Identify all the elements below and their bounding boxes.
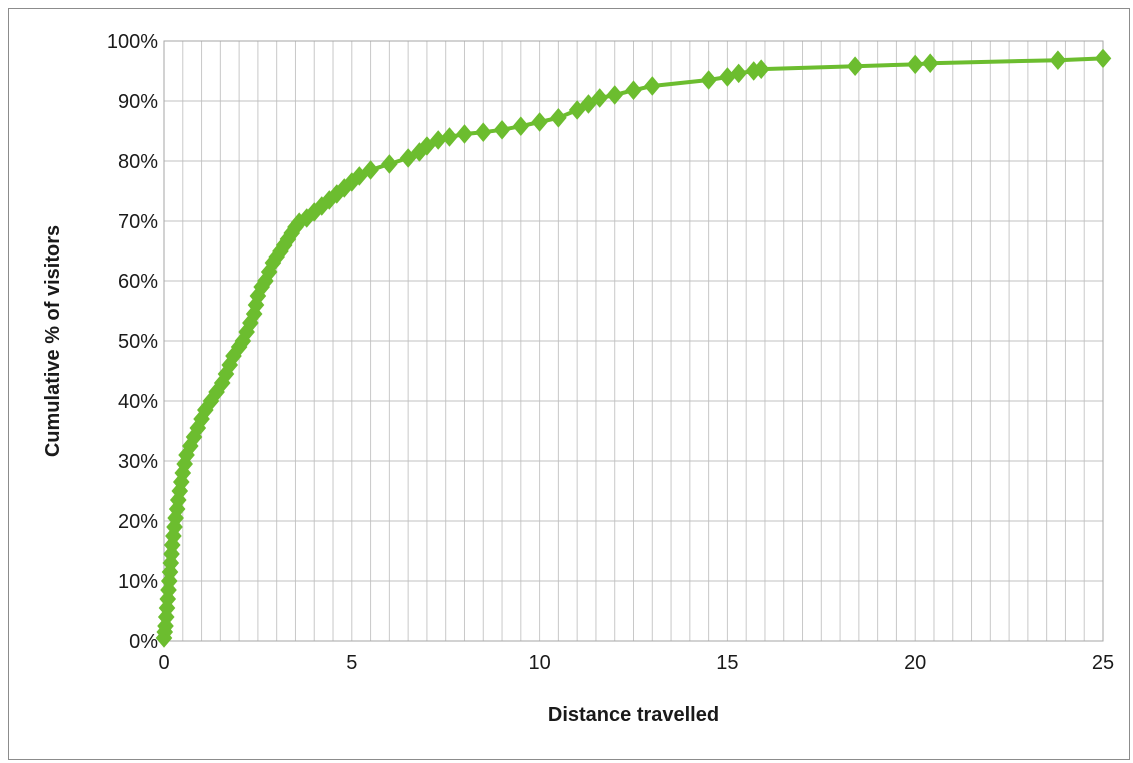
data-point-marker: [493, 120, 511, 140]
data-point-marker: [362, 160, 379, 180]
x-axis-title: Distance travelled: [548, 704, 719, 726]
data-point-marker: [162, 553, 180, 573]
data-point-marker: [700, 70, 717, 90]
data-point-marker: [921, 53, 939, 73]
data-point-marker: [399, 148, 417, 168]
data-point-marker: [752, 59, 770, 79]
data-point-marker: [167, 508, 184, 528]
y-axis-title: Cumulative % of visitors: [42, 225, 64, 457]
data-point-marker: [591, 88, 609, 108]
data-point-marker: [730, 63, 747, 84]
chart-frame: 0 5 10 15 20 25 0% 10% 20% 30% 40% 50% 60% 70% 80% 90% 1…: [8, 8, 1130, 760]
data-point-marker: [1049, 50, 1067, 70]
x-tick-label: 15: [716, 652, 738, 674]
data-point-marker: [169, 490, 187, 510]
data-point-marker: [846, 56, 864, 76]
y-tick-label: 20%: [118, 511, 158, 533]
cumulative-distance-chart: 0 5 10 15 20 25 0% 10% 20% 30% 40% 50% 60% 70% 80% 90% 1…: [42, 31, 1114, 726]
y-tick-label: 60%: [118, 271, 158, 293]
y-tick-label: 40%: [118, 391, 158, 413]
data-point-marker: [381, 154, 398, 174]
data-point-marker: [625, 80, 642, 100]
data-point-marker: [172, 472, 190, 492]
y-tick-label: 0%: [129, 631, 158, 653]
data-point-marker: [161, 562, 179, 582]
y-tick-label: 30%: [118, 451, 158, 473]
gridlines: [163, 40, 1104, 642]
data-point-marker: [163, 544, 180, 564]
y-tick-label: 90%: [118, 91, 158, 113]
data-point-marker: [456, 124, 473, 144]
x-tick-label: 10: [528, 652, 550, 674]
x-tick-label: 20: [904, 652, 926, 674]
y-tick-label: 80%: [118, 151, 158, 173]
data-point-marker: [157, 607, 175, 627]
data-point-marker: [906, 54, 924, 75]
data-point-marker: [158, 598, 176, 618]
data-point-marker: [531, 112, 548, 132]
data-point-marker: [606, 85, 624, 105]
data-point-marker: [643, 76, 661, 96]
data-point-marker: [441, 127, 458, 147]
y-tick-label: 70%: [118, 211, 158, 233]
plot-area-border: [163, 40, 1104, 642]
data-point-marker: [550, 108, 567, 128]
tick-labels: 0 5 10 15 20 25 0% 10% 20% 30% 40% 50% 60% 70% 80% 90% 1…: [107, 31, 1114, 674]
data-point-marker: [166, 517, 183, 537]
data-point-marker: [512, 116, 530, 136]
data-point-marker: [580, 94, 597, 114]
y-tick-label: 100%: [107, 31, 158, 53]
y-tick-label: 50%: [118, 331, 158, 353]
data-point-marker: [568, 100, 586, 120]
data-point-marker: [474, 122, 492, 142]
data-point-marker: [418, 136, 436, 156]
data-point-marker: [1094, 48, 1112, 69]
x-tick-label: 25: [1092, 652, 1114, 674]
y-tick-label: 10%: [118, 571, 158, 593]
x-tick-label: 5: [346, 652, 357, 674]
data-point-marker: [351, 166, 368, 186]
series-cumulative-visitors: [155, 48, 1112, 648]
x-tick-label: 0: [158, 652, 169, 674]
